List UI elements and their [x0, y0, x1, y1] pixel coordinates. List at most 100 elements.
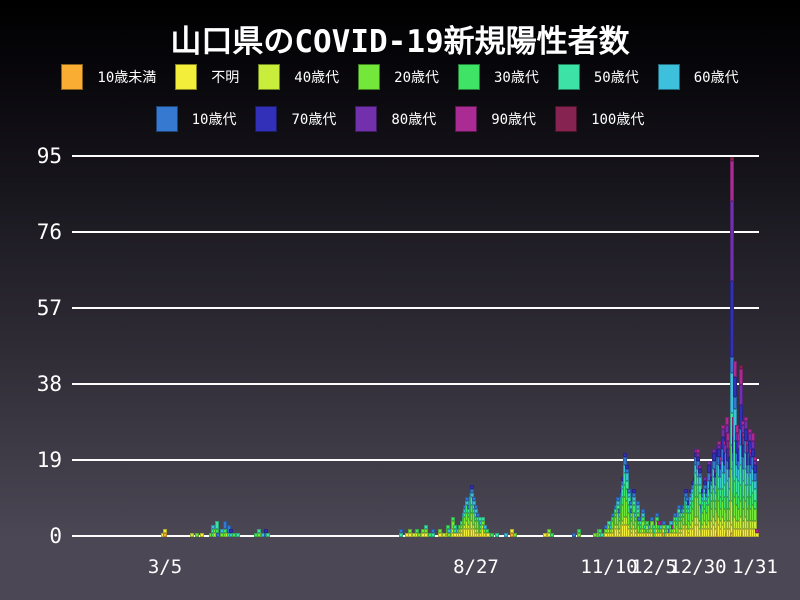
bar-segment — [730, 157, 734, 161]
bar-segment — [474, 509, 478, 513]
bar-segment — [730, 201, 734, 281]
legend-label: 60歳代 — [693, 70, 739, 86]
bar-segment — [229, 533, 233, 537]
bar-segment — [593, 533, 597, 537]
bar-segment — [163, 529, 167, 533]
legend-label: 70歳代 — [291, 112, 337, 128]
bar-segment — [717, 441, 721, 445]
bar-segment — [428, 533, 432, 537]
bar-segment — [707, 473, 711, 481]
bar-segment — [659, 525, 663, 529]
bar-segment — [257, 529, 261, 533]
bar-segment — [685, 497, 689, 501]
gridline — [72, 155, 759, 157]
bar-segment — [163, 533, 167, 537]
legend-swatch — [458, 64, 480, 90]
x-tick-label: 3/5 — [147, 556, 183, 578]
bar-segment — [266, 533, 270, 537]
bar-segment — [257, 533, 261, 537]
x-tick-label: 12/30 — [669, 556, 727, 578]
bar-segment — [547, 529, 551, 533]
bar-segment — [707, 465, 711, 473]
legend-label: 10歳未満 — [97, 70, 157, 86]
bar-segment — [721, 425, 725, 429]
bar-segment — [636, 509, 640, 513]
bar-segment — [730, 373, 734, 413]
bar-segment — [744, 429, 748, 441]
bar-segment — [190, 533, 194, 537]
bar-segment — [623, 457, 627, 465]
bar-segment — [751, 449, 755, 457]
legend-swatch — [61, 64, 84, 90]
legend-item: 60歳代 — [657, 64, 739, 90]
legend-item: 20歳代 — [358, 64, 439, 90]
bar-segment — [730, 357, 734, 373]
bar-segment — [641, 509, 645, 513]
bar-segment — [616, 505, 620, 509]
legend-label: 20歳代 — [394, 70, 439, 86]
bar-segment — [577, 533, 581, 537]
bar-segment — [465, 501, 469, 505]
bar-segment — [577, 529, 581, 533]
bar-segment — [748, 441, 752, 453]
bar-segment — [236, 533, 240, 537]
bar-segment — [470, 485, 474, 489]
x-tick-label: 11/10 — [580, 556, 638, 578]
bar-segment — [632, 505, 636, 513]
gridline — [72, 307, 759, 309]
bar-segment — [547, 533, 551, 537]
bar-segment — [625, 481, 629, 489]
bar-segment — [632, 497, 636, 501]
bar-segment — [446, 525, 450, 529]
gridline — [72, 231, 759, 233]
bar-segment — [453, 525, 457, 529]
bar-segment — [645, 521, 649, 525]
bar-segment — [261, 533, 265, 537]
bar-segment — [717, 445, 721, 449]
gridline — [72, 459, 759, 461]
bar-segment — [717, 449, 721, 457]
bar-segment — [641, 513, 645, 517]
bar-segment — [232, 533, 236, 537]
legend-item: 100歳代 — [555, 106, 644, 132]
y-tick-label: 19 — [36, 448, 62, 472]
bar-segment — [712, 449, 716, 453]
bar-segment — [447, 529, 451, 533]
bar-segment — [604, 533, 608, 537]
bar-segment — [417, 533, 421, 537]
bar-segment — [421, 533, 425, 537]
bar-segment — [220, 529, 224, 533]
bar-segment — [751, 441, 755, 449]
legend-swatch — [255, 106, 278, 132]
bar-segment — [684, 489, 688, 493]
legend-swatch — [355, 106, 378, 132]
bar-segment — [476, 513, 480, 517]
bar-segment — [399, 529, 403, 533]
bar-segment — [741, 421, 745, 425]
bar-segment — [725, 417, 729, 425]
bar-segment — [451, 517, 455, 521]
bar-segment — [481, 521, 485, 525]
bar-segment — [744, 421, 748, 429]
bar-segment — [733, 361, 737, 377]
bar-segment — [223, 521, 227, 529]
bar-segment — [698, 485, 702, 493]
x-tick-label: 1/31 — [732, 556, 778, 578]
bar-segment — [753, 521, 757, 529]
bar-segment — [677, 509, 681, 513]
bar-segment — [712, 461, 716, 469]
bar-segment — [215, 529, 219, 533]
bar-segment — [753, 473, 757, 481]
bar-segment — [703, 485, 707, 489]
bar-segment — [453, 533, 457, 537]
bar-segment — [627, 489, 631, 493]
bar-segment — [504, 533, 508, 537]
legend-swatch — [175, 64, 198, 90]
bar-segment — [424, 529, 428, 533]
bar-segment — [625, 469, 629, 473]
bar-segment — [465, 497, 469, 501]
bar-segment — [753, 465, 757, 473]
bar-segment — [730, 161, 734, 201]
